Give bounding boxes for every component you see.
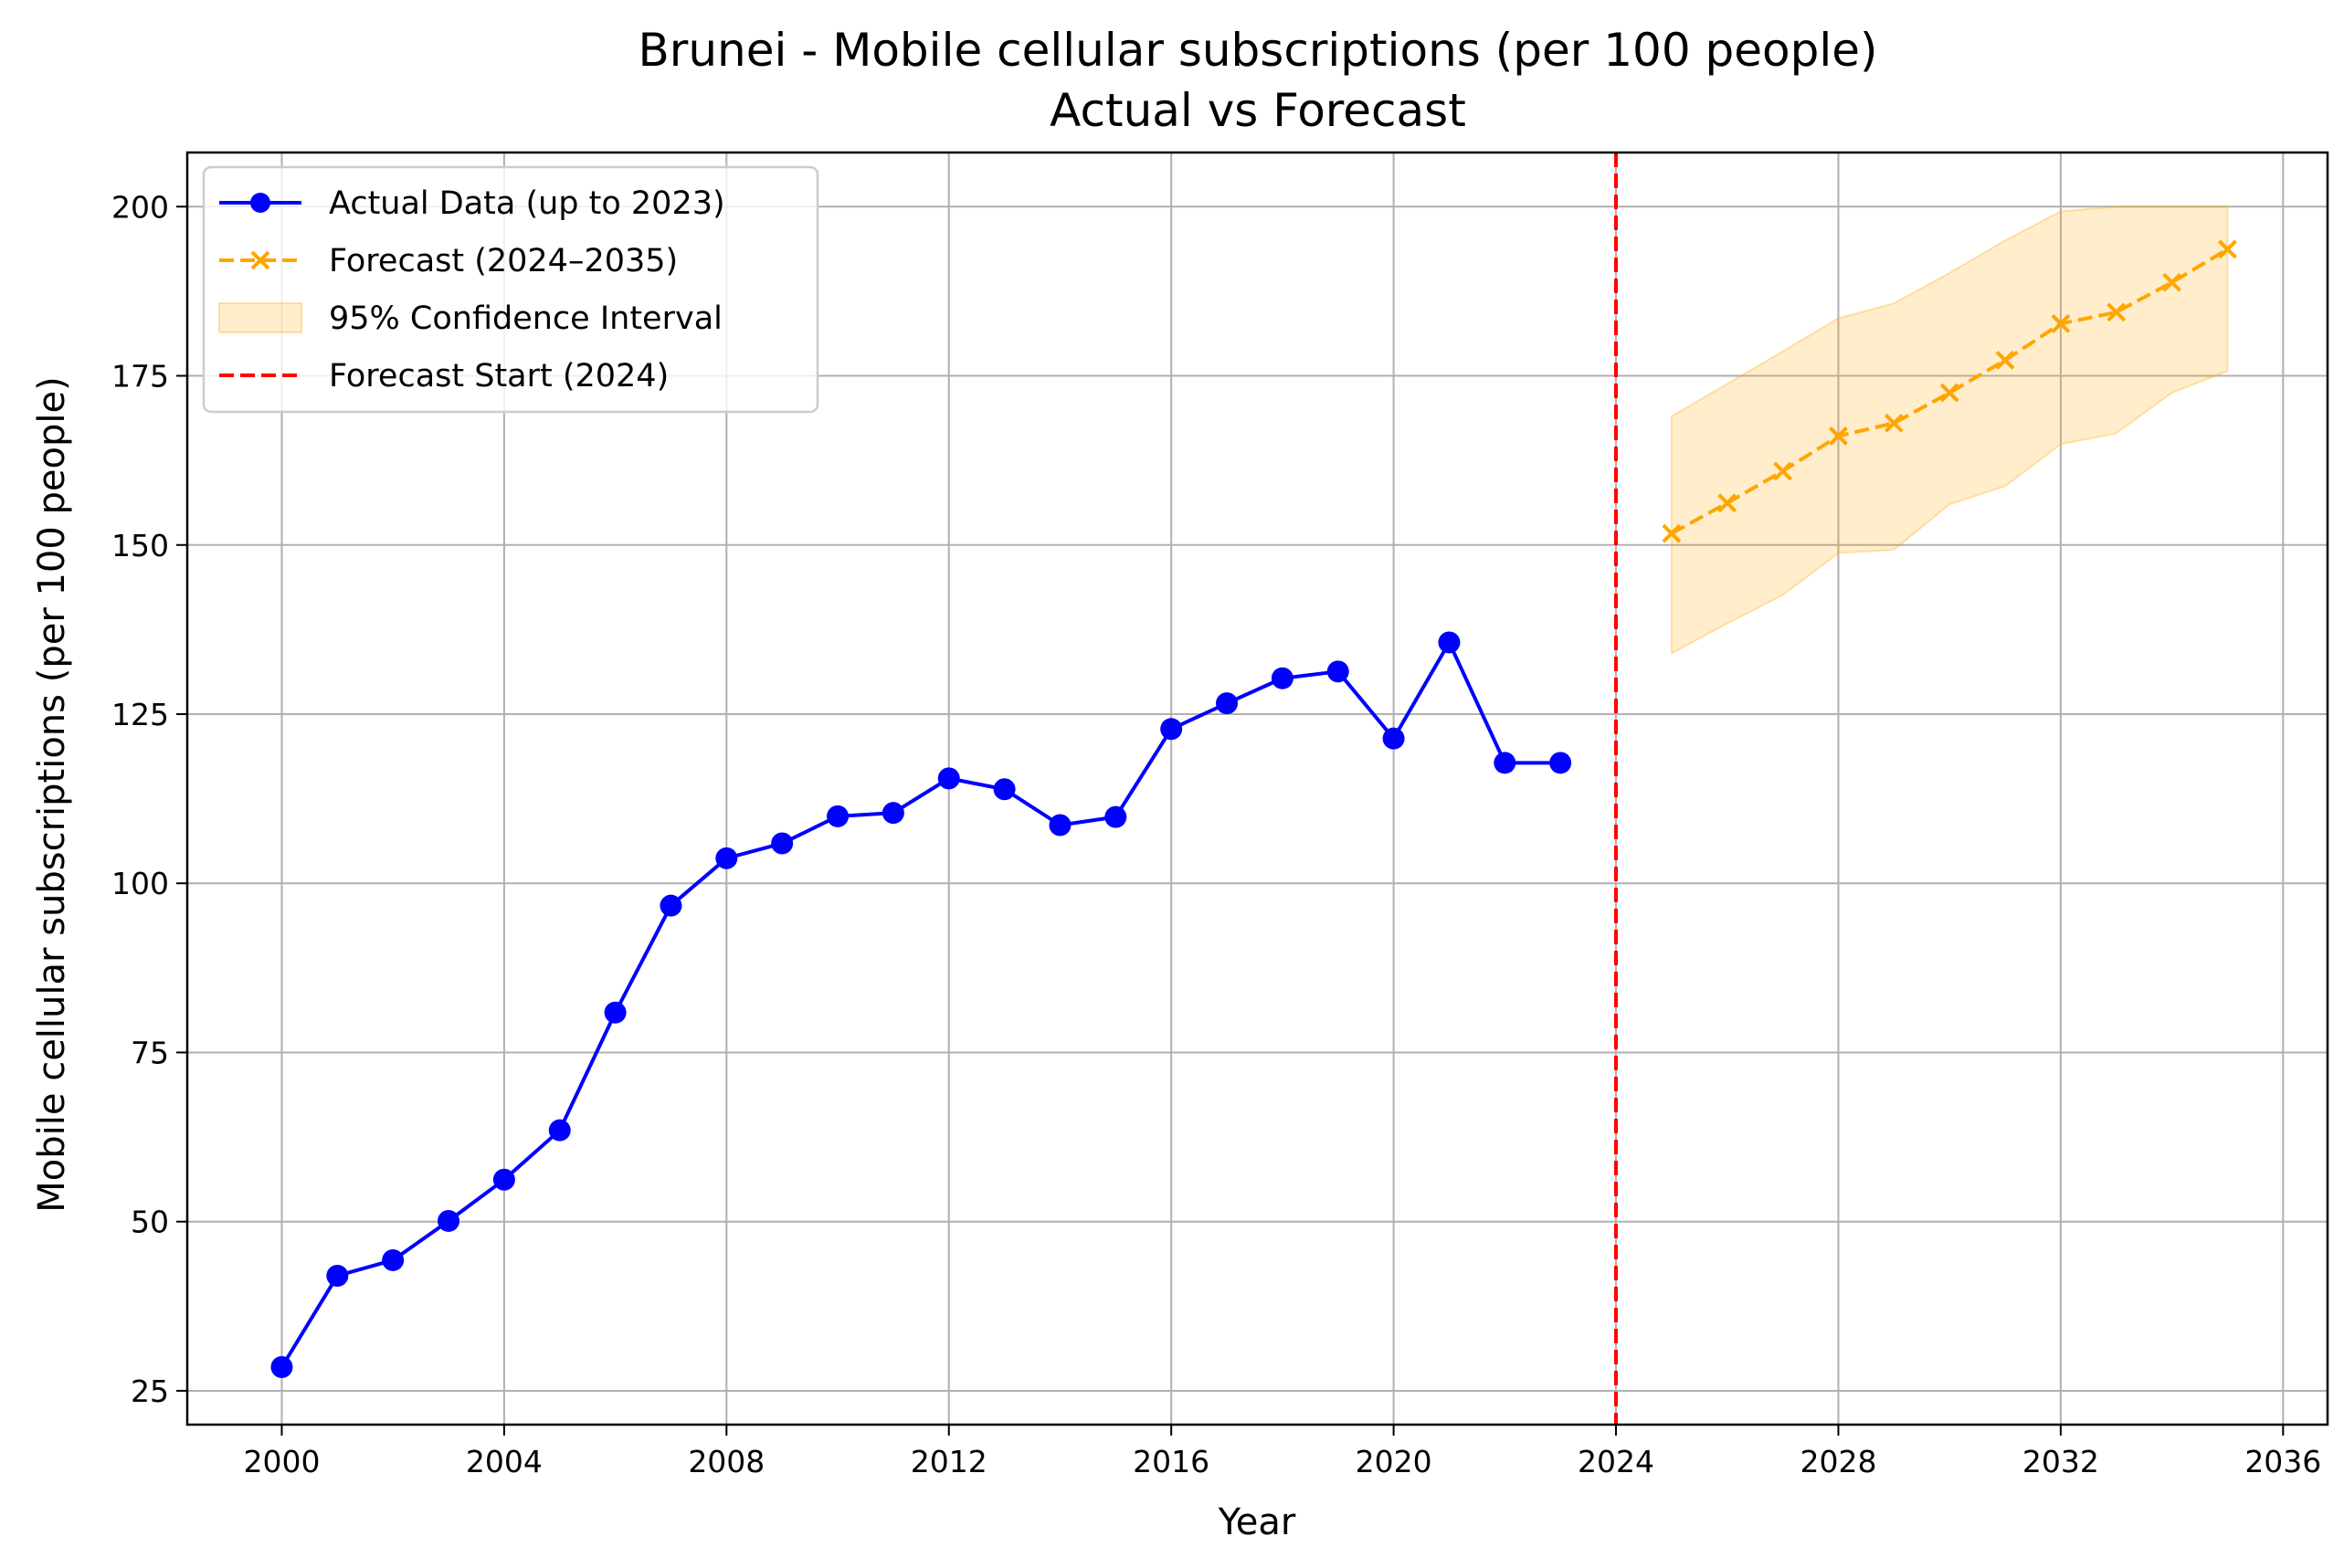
legend-actual-label: Actual Data (up to 2023) (329, 185, 725, 222)
y-tick-label: 200 (111, 189, 169, 225)
chart-subtitle: Actual vs Forecast (1050, 84, 1466, 137)
actual-data-point (1272, 668, 1293, 689)
actual-data-point (1438, 631, 1460, 653)
x-tick-label: 2004 (466, 1444, 543, 1479)
actual-data-point (1327, 660, 1349, 682)
legend-forecast-label: Forecast (2024–2035) (329, 243, 678, 279)
actual-data-point (549, 1120, 571, 1142)
x-tick-label: 2016 (1133, 1444, 1209, 1479)
actual-data-point (827, 805, 849, 827)
y-tick-label: 175 (111, 359, 169, 395)
actual-data-point (1160, 718, 1182, 740)
chart-title: Brunei - Mobile cellular subscriptions (… (638, 24, 1877, 77)
actual-data-point (715, 847, 737, 869)
actual-data-point (438, 1210, 459, 1232)
x-tick-label: 2024 (1578, 1444, 1654, 1479)
y-tick-label: 50 (131, 1205, 169, 1240)
actual-data-point (994, 778, 1016, 800)
actual-data-point (938, 767, 960, 789)
actual-data-point (605, 1002, 627, 1024)
actual-data-point (493, 1169, 515, 1191)
x-tick-label: 2012 (911, 1444, 987, 1479)
actual-data-point (1049, 815, 1071, 837)
actual-data-point (326, 1265, 348, 1287)
y-tick-label: 100 (111, 866, 169, 901)
actual-data-point (1383, 728, 1405, 750)
y-tick-label: 75 (131, 1035, 169, 1070)
y-tick-label: 125 (111, 697, 169, 732)
actual-data-point (771, 833, 793, 855)
x-tick-label: 2020 (1356, 1444, 1432, 1479)
x-tick-label: 2036 (2244, 1444, 2321, 1479)
legend-ci-swatch (219, 303, 301, 332)
actual-data-point (1216, 692, 1238, 714)
y-axis-label: Mobile cellular subscriptions (per 100 p… (31, 376, 73, 1212)
x-axis-label: Year (1218, 1501, 1296, 1543)
legend-actual-marker (250, 193, 270, 213)
legend-ci-label: 95% Confidence Interval (329, 300, 723, 337)
actual-data-point (1104, 806, 1126, 828)
actual-data-point (882, 802, 904, 824)
x-tick-label: 2008 (688, 1444, 765, 1479)
x-tick-label: 2000 (243, 1444, 320, 1479)
legend-forecast-start-label: Forecast Start (2024) (329, 358, 669, 395)
actual-data-point (382, 1249, 404, 1271)
x-tick-label: 2032 (2022, 1444, 2099, 1479)
actual-data-point (270, 1356, 292, 1378)
actual-data-point (1549, 752, 1571, 773)
actual-data-point (660, 895, 681, 917)
y-tick-label: 150 (111, 528, 169, 563)
actual-data-point (1494, 752, 1515, 773)
legend: Actual Data (up to 2023) Forecast (2024–… (204, 167, 818, 412)
y-tick-label: 25 (131, 1373, 169, 1409)
x-tick-label: 2028 (1800, 1444, 1876, 1479)
